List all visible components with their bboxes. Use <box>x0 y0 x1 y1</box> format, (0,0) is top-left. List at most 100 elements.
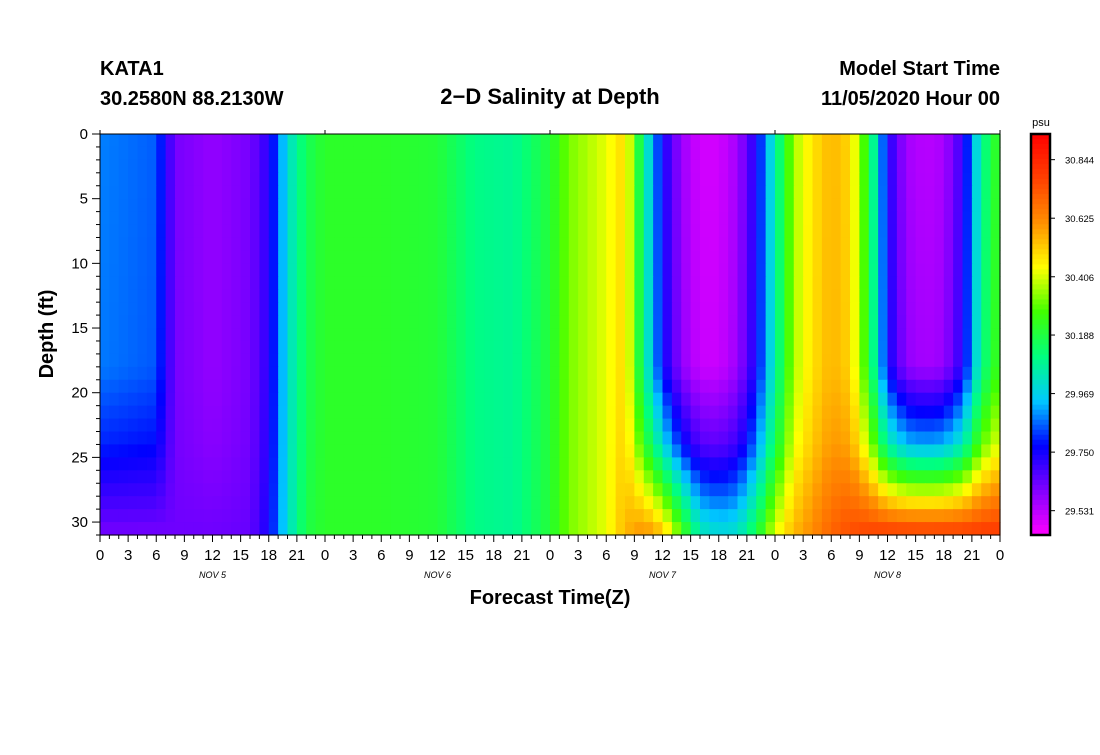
heatmap-cell <box>934 431 945 446</box>
heatmap-cell <box>268 392 279 407</box>
heatmap-cell <box>643 224 654 239</box>
heatmap-cell <box>990 134 1001 148</box>
x-tick-label: 9 <box>180 547 188 564</box>
colorbar-cell <box>1031 479 1050 486</box>
heatmap-cell <box>943 340 954 355</box>
heatmap-cell <box>896 134 907 148</box>
heatmap-cell <box>690 392 701 407</box>
heatmap-cell <box>456 483 467 497</box>
heatmap-cell <box>840 457 851 471</box>
heatmap-cell <box>315 483 326 497</box>
heatmap-cell <box>578 353 589 368</box>
heatmap-cell <box>925 185 935 200</box>
heatmap-cell <box>728 353 739 368</box>
heatmap-cell <box>709 289 720 303</box>
heatmap-cell <box>634 276 645 290</box>
heatmap-cell <box>231 405 242 420</box>
heatmap-cell <box>765 483 776 497</box>
heatmap-cell <box>512 328 523 342</box>
heatmap-cell <box>718 159 729 174</box>
heatmap-cell <box>906 483 917 497</box>
heatmap-cell <box>128 444 139 458</box>
heatmap-cell <box>925 483 935 497</box>
heatmap-cell <box>850 405 860 420</box>
heatmap-cell <box>625 431 635 446</box>
heatmap-cell <box>503 522 514 536</box>
heatmap-cell <box>165 353 176 368</box>
heatmap-cell <box>278 276 289 290</box>
heatmap-cell <box>306 431 317 446</box>
x-tick-label: 6 <box>152 547 160 564</box>
heatmap-cell <box>728 405 739 420</box>
heatmap-cell <box>521 522 532 536</box>
heatmap-cell <box>756 366 767 381</box>
heatmap-cell <box>906 302 917 316</box>
heatmap-cell <box>250 457 260 471</box>
heatmap-cell <box>521 483 532 497</box>
heatmap-cell <box>634 224 645 239</box>
heatmap-cell <box>821 431 832 446</box>
heatmap-cell <box>390 405 401 420</box>
heatmap-cell <box>400 134 410 148</box>
heatmap-cell <box>418 185 429 200</box>
heatmap-cell <box>240 405 251 420</box>
heatmap-cell <box>334 263 345 277</box>
heatmap-cell <box>775 185 785 200</box>
heatmap-cell <box>484 276 495 290</box>
heatmap-cell <box>550 444 560 458</box>
heatmap-cell <box>306 224 317 239</box>
heatmap-cell <box>746 250 757 264</box>
heatmap-cell <box>531 198 542 213</box>
heatmap-cell <box>606 366 617 381</box>
heatmap-cell <box>212 250 223 264</box>
heatmap-cell <box>493 289 504 303</box>
heatmap-cell <box>812 276 823 290</box>
heatmap-cell <box>709 328 720 342</box>
heatmap-cell <box>259 250 270 264</box>
heatmap-cell <box>578 159 589 174</box>
heatmap-cell <box>925 418 935 433</box>
colorbar-cell <box>1031 179 1050 185</box>
heatmap-cell <box>746 457 757 471</box>
heatmap-cell <box>343 457 354 471</box>
heatmap-cell <box>578 470 589 484</box>
heatmap-cell <box>746 211 757 226</box>
heatmap-cell <box>775 509 785 523</box>
heatmap-cell <box>287 134 298 148</box>
heatmap-cell <box>465 302 476 316</box>
heatmap-cell <box>371 289 382 303</box>
heatmap-cell <box>287 431 298 446</box>
heatmap-cell <box>521 353 532 368</box>
heatmap-cell <box>287 405 298 420</box>
heatmap-cell <box>446 328 457 342</box>
heatmap-cell <box>306 366 317 381</box>
heatmap-cell <box>493 159 504 174</box>
heatmap-cell <box>512 470 523 484</box>
heatmap-cell <box>512 444 523 458</box>
heatmap-cell <box>962 457 973 471</box>
heatmap-cell <box>343 353 354 368</box>
colorbar-cell <box>1031 284 1050 290</box>
heatmap-cell <box>746 185 757 200</box>
heatmap-cell <box>934 392 945 407</box>
heatmap-cell <box>315 353 326 368</box>
heatmap-cell <box>587 185 598 200</box>
heatmap-cell <box>596 146 607 161</box>
heatmap-cell <box>643 340 654 355</box>
heatmap-cell <box>231 470 242 484</box>
heatmap-cell <box>775 172 785 187</box>
heatmap-cell <box>925 392 935 407</box>
heatmap-cell <box>278 289 289 303</box>
heatmap-cell <box>118 250 129 264</box>
heatmap-cell <box>765 340 776 355</box>
heatmap-cell <box>915 237 926 252</box>
colorbar-cell <box>1031 454 1050 461</box>
heatmap-cell <box>962 431 973 446</box>
heatmap-cell <box>578 263 589 277</box>
heatmap-cell <box>278 366 289 381</box>
heatmap-cell <box>943 263 954 277</box>
heatmap-cell <box>953 134 964 148</box>
heatmap-cell <box>390 366 401 381</box>
heatmap-cell <box>371 328 382 342</box>
heatmap-cell <box>306 146 317 161</box>
